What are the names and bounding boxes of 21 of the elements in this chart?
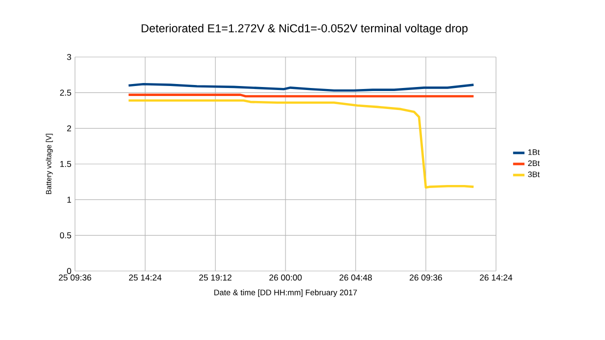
chart-title: Deteriorated E1=1.272V & NiCd1=-0.052V terminal voltage drop <box>142 24 468 35</box>
x-tick-label: 25 09:36 <box>58 274 92 281</box>
y-tick-label: 0 <box>67 268 72 274</box>
legend-label: 3Bt <box>528 172 540 178</box>
x-tick-label: 26 14:24 <box>480 274 512 281</box>
y-tick-label: 3 <box>67 54 72 60</box>
x-tick-label: 26 09:36 <box>410 274 442 281</box>
legend-label: 2Bt <box>528 160 540 166</box>
y-tick-label: 2 <box>67 125 72 132</box>
legend-label: 1Bt <box>528 149 540 155</box>
y-tick-label: 1.5 <box>60 161 72 167</box>
y-tick-label: 0.5 <box>60 232 72 238</box>
x-tick-label: 26 00:00 <box>269 274 302 281</box>
line-series <box>127 99 475 189</box>
line-series <box>127 82 475 92</box>
y-tick-label: 2.5 <box>60 90 72 96</box>
x-tick-label: 25 14:24 <box>129 274 162 281</box>
x-tick-label: 26 04:48 <box>340 274 372 281</box>
x-tick-label: 25 19:12 <box>199 274 232 281</box>
y-tick-label: 1 <box>67 196 72 203</box>
x-axis-title: Date & time [DD HH:mm] February 2017 <box>214 289 357 297</box>
